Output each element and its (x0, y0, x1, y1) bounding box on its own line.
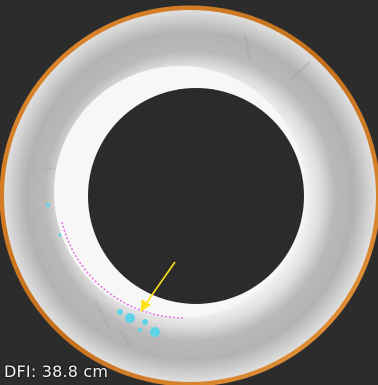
boundary-contour (61, 221, 186, 319)
inner-lumen (88, 88, 304, 304)
streak-artifacts (39, 34, 311, 346)
outer-rim (0, 5, 378, 385)
dfi-readout: DFI: 38.8 cm (4, 362, 109, 381)
arrow-pointer-icon (140, 261, 176, 312)
calcification-spots (46, 203, 160, 337)
